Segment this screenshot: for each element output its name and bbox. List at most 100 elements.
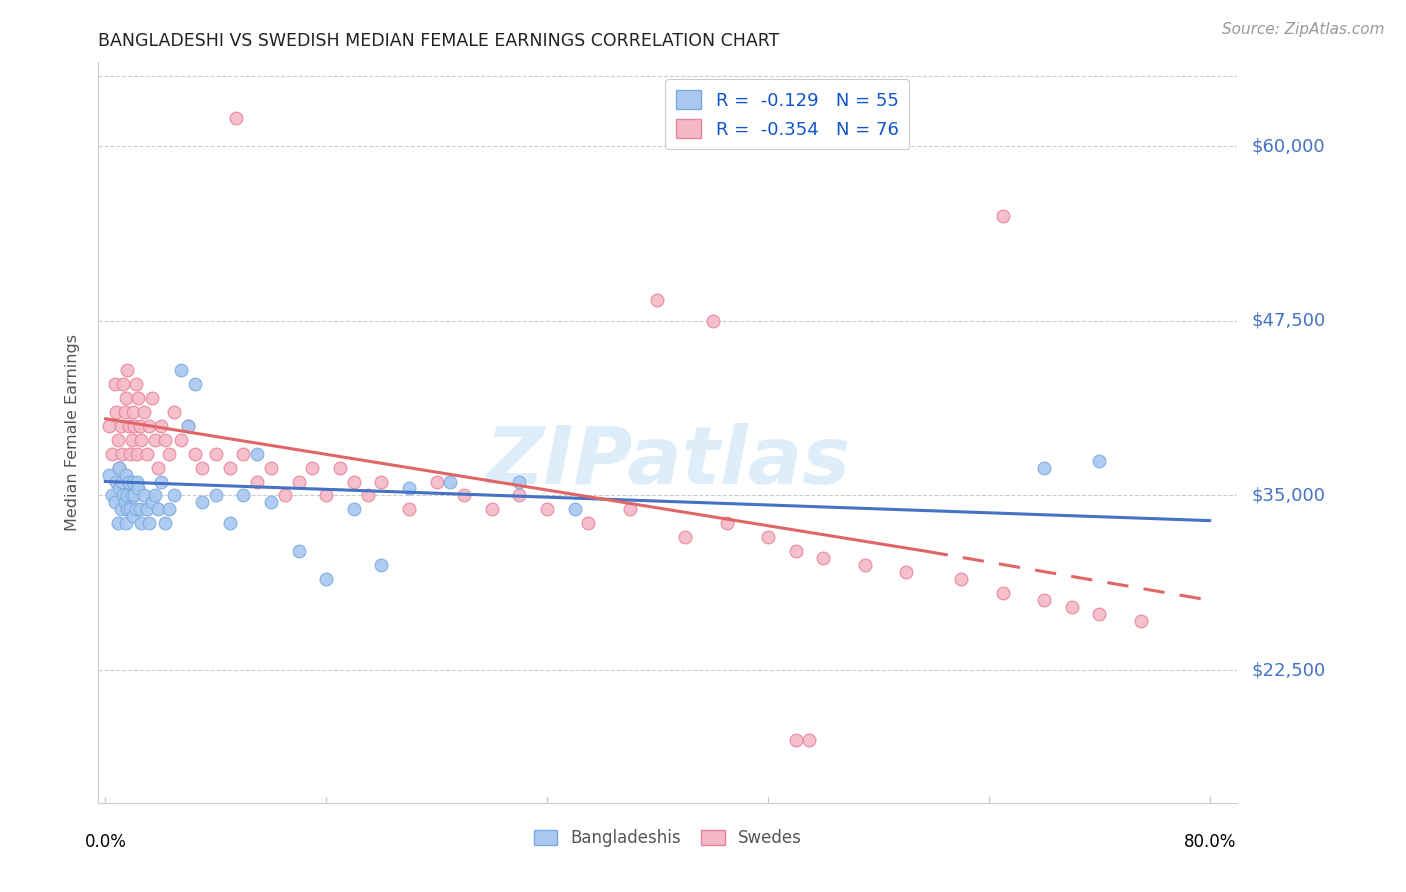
Point — [799, 733, 821, 747]
Point — [170, 363, 193, 377]
Point — [163, 488, 186, 502]
Point — [426, 475, 449, 489]
Point — [128, 502, 150, 516]
Point — [138, 418, 160, 433]
Point — [101, 446, 124, 460]
Point — [114, 495, 136, 509]
Point — [225, 112, 247, 126]
Point — [104, 495, 127, 509]
Point — [191, 460, 214, 475]
Point — [177, 418, 200, 433]
Point — [991, 586, 1014, 600]
Point — [143, 433, 166, 447]
Point — [117, 502, 139, 516]
Point — [398, 502, 420, 516]
Point — [98, 467, 121, 482]
Point — [1129, 614, 1152, 628]
Point — [118, 418, 141, 433]
Point — [619, 502, 641, 516]
Point — [115, 467, 138, 482]
Point — [177, 418, 200, 433]
Point — [111, 475, 134, 489]
Point — [564, 502, 586, 516]
Point — [104, 376, 127, 391]
Point — [122, 475, 145, 489]
Point — [107, 433, 129, 447]
Point — [508, 475, 530, 489]
Point — [107, 516, 129, 531]
Point — [315, 488, 337, 502]
Point — [128, 418, 150, 433]
Point — [1033, 593, 1056, 607]
Point — [157, 446, 180, 460]
Point — [756, 530, 779, 544]
Text: BANGLADESHI VS SWEDISH MEDIAN FEMALE EARNINGS CORRELATION CHART: BANGLADESHI VS SWEDISH MEDIAN FEMALE EAR… — [98, 32, 780, 50]
Point — [1060, 600, 1083, 615]
Point — [950, 572, 973, 586]
Point — [481, 502, 503, 516]
Point — [647, 293, 669, 307]
Point — [105, 405, 128, 419]
Point — [260, 460, 283, 475]
Point — [260, 495, 283, 509]
Point — [991, 209, 1014, 223]
Point — [853, 558, 876, 573]
Point — [329, 460, 352, 475]
Point — [184, 376, 207, 391]
Point — [127, 391, 149, 405]
Point — [132, 488, 155, 502]
Point — [98, 418, 121, 433]
Point — [138, 516, 160, 531]
Point — [146, 460, 169, 475]
Point — [232, 488, 254, 502]
Point — [114, 405, 136, 419]
Point — [439, 475, 461, 489]
Point — [163, 405, 186, 419]
Point — [218, 460, 240, 475]
Point — [785, 544, 807, 558]
Point — [143, 488, 166, 502]
Point — [120, 502, 142, 516]
Text: $22,500: $22,500 — [1251, 661, 1326, 679]
Point — [894, 566, 917, 580]
Point — [673, 530, 696, 544]
Point — [232, 446, 254, 460]
Point — [343, 475, 366, 489]
Point — [132, 405, 155, 419]
Text: ZIPatlas: ZIPatlas — [485, 423, 851, 501]
Point — [184, 446, 207, 460]
Y-axis label: Median Female Earnings: Median Female Earnings — [65, 334, 80, 531]
Point — [105, 475, 128, 489]
Point — [125, 376, 148, 391]
Point — [170, 433, 193, 447]
Text: $35,000: $35,000 — [1251, 486, 1326, 505]
Point — [120, 446, 142, 460]
Point — [315, 572, 337, 586]
Point — [287, 475, 309, 489]
Point — [127, 482, 149, 496]
Text: Source: ZipAtlas.com: Source: ZipAtlas.com — [1222, 22, 1385, 37]
Point — [115, 516, 138, 531]
Point — [1033, 460, 1056, 475]
Point — [125, 446, 148, 460]
Point — [218, 516, 240, 531]
Point — [141, 495, 163, 509]
Point — [343, 502, 366, 516]
Point — [204, 488, 226, 502]
Point — [149, 475, 172, 489]
Point — [129, 516, 152, 531]
Text: 80.0%: 80.0% — [1184, 833, 1236, 851]
Point — [191, 495, 214, 509]
Point — [246, 475, 269, 489]
Point — [153, 516, 176, 531]
Point — [141, 391, 163, 405]
Point — [578, 516, 600, 531]
Point — [785, 733, 807, 747]
Point — [122, 405, 145, 419]
Point — [1088, 453, 1111, 467]
Point — [811, 551, 834, 566]
Text: $47,500: $47,500 — [1251, 312, 1326, 330]
Point — [121, 433, 143, 447]
Point — [149, 418, 172, 433]
Legend: Bangladeshis, Swedes: Bangladeshis, Swedes — [527, 822, 808, 854]
